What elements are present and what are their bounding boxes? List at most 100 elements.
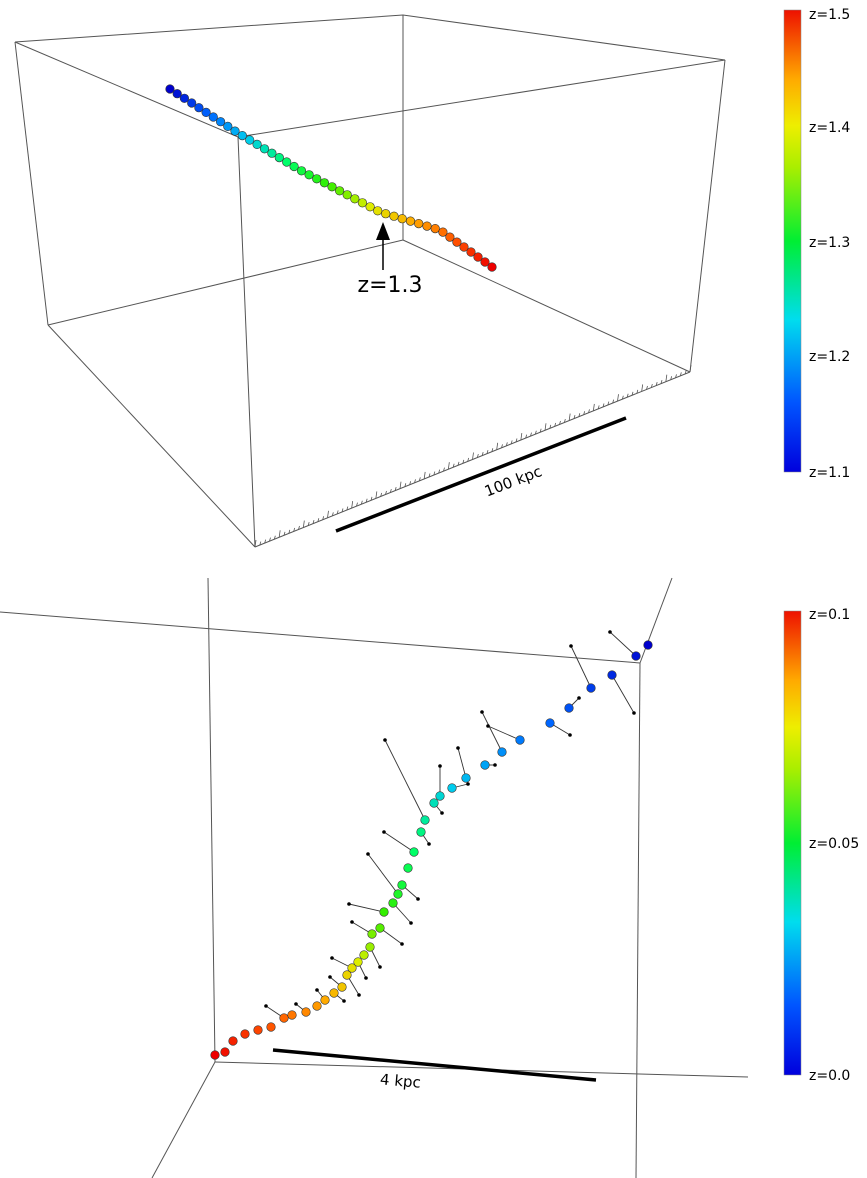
halo-point [430, 224, 440, 234]
velocity-tip [382, 830, 386, 834]
halo-point [312, 1001, 322, 1011]
velocity-tip [480, 710, 484, 714]
halo-point [373, 206, 383, 216]
halo-point [409, 847, 419, 857]
velocity-tip [378, 965, 382, 969]
halo-point [301, 1007, 311, 1017]
top-colorbar-label: z=1.1 [809, 465, 850, 481]
halo-point [282, 157, 292, 167]
halo-point [414, 219, 424, 229]
halo-point [327, 182, 337, 192]
top-colorbar: z=1.5 z=1.4 z=1.3 z=1.2 z=1.1 [783, 7, 850, 481]
halo-point [367, 929, 377, 939]
halo-point [296, 166, 307, 176]
halo-point [497, 747, 507, 757]
halo-point [447, 783, 457, 793]
halo-point [187, 98, 197, 108]
halo-point [223, 121, 233, 131]
halo-point [422, 221, 432, 231]
halo-point [252, 139, 262, 149]
halo-point [220, 1047, 230, 1057]
velocity-tip [486, 724, 490, 728]
halo-point [420, 815, 430, 825]
bottom-scale-bar [272, 1048, 597, 1082]
halo-point [357, 198, 368, 208]
velocity-line [383, 831, 415, 853]
halo-point [365, 942, 375, 952]
halo-point [445, 232, 455, 242]
halo-point [586, 683, 596, 693]
halo-point [320, 995, 330, 1005]
top-halo-track [165, 84, 497, 272]
velocity-tip [330, 956, 334, 960]
top-colorbar-label: z=1.5 [809, 7, 850, 23]
halo-point [389, 211, 399, 221]
halo-point [337, 982, 347, 992]
halo-point [459, 242, 469, 252]
halo-point [381, 209, 391, 219]
halo-point [201, 107, 211, 117]
velocity-line [481, 711, 503, 753]
halo-point [172, 89, 182, 99]
halo-point [429, 798, 439, 808]
halo-point [438, 227, 448, 237]
velocity-tip [608, 630, 612, 634]
halo-point [245, 135, 255, 145]
halo-point [607, 670, 617, 680]
halo-point [452, 237, 462, 247]
velocity-line [570, 645, 592, 689]
halo-point [416, 827, 426, 837]
halo-point [347, 963, 357, 973]
velocity-tip [347, 902, 351, 906]
velocity-tip [427, 842, 431, 846]
velocity-tip [357, 993, 361, 997]
halo-point [179, 93, 189, 103]
velocity-tip [400, 942, 404, 946]
halo-point [643, 640, 653, 650]
halo-point [405, 216, 416, 226]
halo-point [165, 84, 175, 94]
bottom-colorbar-label: z=0.1 [809, 607, 850, 623]
halo-point [240, 1029, 250, 1039]
halo-point [210, 1050, 220, 1060]
halo-point [230, 126, 240, 136]
top-annotation-z: z=1.3 [358, 273, 423, 298]
velocity-tip [383, 738, 387, 742]
halo-point [379, 907, 389, 917]
halo-point [487, 262, 497, 272]
halo-point [365, 202, 375, 212]
velocity-tip [294, 1002, 298, 1006]
halo-point [515, 735, 525, 745]
velocity-line [367, 853, 399, 895]
halo-point [375, 923, 385, 933]
velocity-tip [493, 763, 497, 767]
velocity-line [487, 725, 521, 741]
velocity-tip [366, 852, 370, 856]
halo-point [545, 718, 555, 728]
halo-point [353, 957, 363, 967]
halo-point [335, 186, 345, 196]
halo-point [319, 178, 330, 188]
top-colorbar-label: z=1.2 [809, 349, 850, 365]
velocity-tip [416, 897, 420, 901]
velocity-line [348, 903, 385, 913]
velocity-tip [632, 711, 636, 715]
velocity-tip [342, 999, 346, 1003]
halo-point [287, 1010, 297, 1020]
velocity-tip [568, 733, 572, 737]
halo-point [228, 1036, 238, 1046]
halo-point [393, 889, 403, 899]
halo-point [631, 651, 641, 661]
velocity-line [457, 747, 467, 779]
top-arrow [376, 222, 390, 270]
top-colorbar-label: z=1.4 [809, 120, 850, 136]
bottom-colorbar-label: z=0.05 [809, 836, 859, 852]
bottom-halo-track [210, 630, 653, 1060]
halo-point [289, 161, 299, 172]
halo-point [304, 170, 314, 180]
velocity-tip [569, 644, 573, 648]
halo-point [388, 898, 398, 908]
velocity-line [384, 739, 426, 821]
top-axis-ticks [254, 364, 692, 548]
halo-point [435, 791, 445, 801]
